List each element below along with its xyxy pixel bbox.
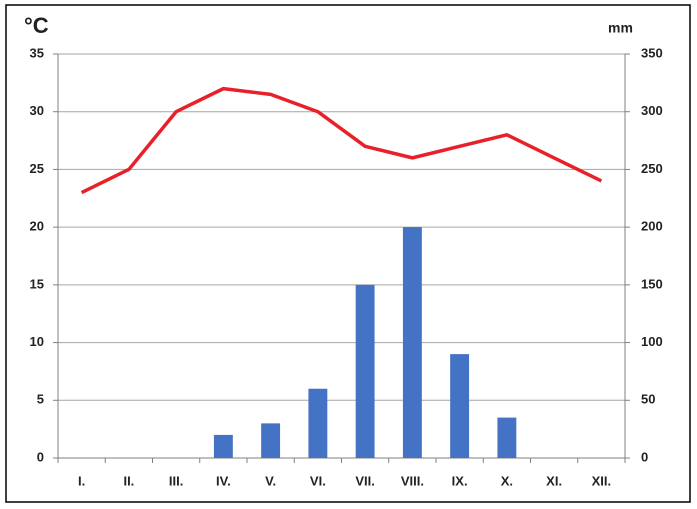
y2-axis-label: mm — [608, 20, 633, 36]
bar — [261, 423, 281, 458]
y2-tick-label: 150 — [641, 276, 663, 291]
x-tick-label: VI. — [310, 473, 326, 488]
x-tick-label: IX. — [452, 473, 468, 488]
x-tick-label: III. — [169, 473, 183, 488]
x-tick-label: VII. — [355, 473, 375, 488]
y2-tick-label: 200 — [641, 219, 663, 234]
x-tick-label: II. — [123, 473, 134, 488]
line — [80, 86, 603, 195]
y2-tick-label: 300 — [641, 103, 663, 118]
y-tick-label: 20 — [30, 219, 44, 234]
y-tick-label: 5 — [37, 392, 44, 407]
y2-tick-label: 350 — [641, 45, 663, 60]
y2-tick-label: 0 — [641, 449, 648, 464]
y-tick-label: 10 — [30, 334, 44, 349]
x-tick-label: I. — [78, 473, 85, 488]
bar — [213, 434, 233, 458]
y-tick-label: 35 — [30, 45, 44, 60]
y2-tick-label: 100 — [641, 334, 663, 349]
x-tick-label: XII. — [592, 473, 612, 488]
x-tick-label: VIII. — [401, 473, 424, 488]
bar — [450, 354, 470, 458]
y-tick-label: 15 — [30, 276, 44, 291]
x-tick-label: X. — [501, 473, 513, 488]
y2-tick-label: 50 — [641, 392, 655, 407]
y2-tick-label: 250 — [641, 161, 663, 176]
x-tick-label: IV. — [216, 473, 231, 488]
chart-border — [5, 4, 691, 503]
bar — [497, 417, 517, 458]
bar — [355, 284, 375, 458]
bar — [308, 388, 328, 458]
y-axis-label: °C — [24, 13, 49, 38]
y-tick-label: 25 — [30, 161, 44, 176]
bar — [402, 227, 422, 458]
y-tick-label: 0 — [37, 449, 44, 464]
x-tick-label: V. — [265, 473, 276, 488]
x-tick-label: XI. — [546, 473, 562, 488]
y-tick-label: 30 — [30, 103, 44, 118]
